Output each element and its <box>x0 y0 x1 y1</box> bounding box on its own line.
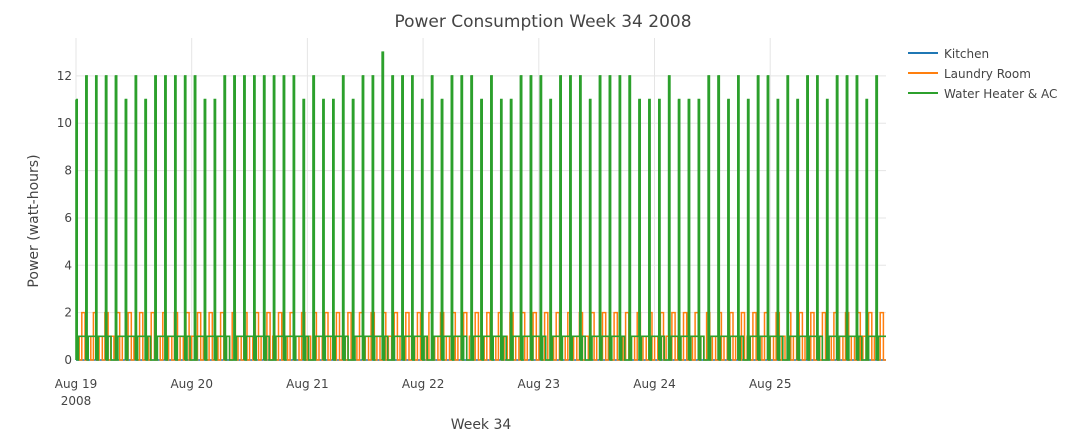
legend-label-laundry-room[interactable]: Laundry Room <box>944 67 1031 81</box>
x-tick-label: Aug 21 <box>286 377 329 391</box>
x-tick-sublabel: 2008 <box>61 394 92 408</box>
y-tick-label: 6 <box>64 211 72 225</box>
x-tick-label: Aug 22 <box>402 377 445 391</box>
x-tick-label: Aug 24 <box>633 377 676 391</box>
y-axis-ticks: 0 2 4 6 8 10 12 <box>57 69 72 367</box>
legend-label-kitchen[interactable]: Kitchen <box>944 47 989 61</box>
y-axis-title: Power (watt-hours) <box>26 154 42 287</box>
y-tick-label: 10 <box>57 116 72 130</box>
x-tick-label: Aug 19 <box>55 377 98 391</box>
legend: Kitchen Laundry Room Water Heater & AC <box>908 47 1057 101</box>
chart-title: Power Consumption Week 34 2008 <box>394 12 691 32</box>
y-tick-label: 4 <box>64 258 72 272</box>
plot-area <box>75 51 886 361</box>
legend-label-water-heater-ac[interactable]: Water Heater & AC <box>944 87 1057 101</box>
y-tick-label: 12 <box>57 69 72 83</box>
x-tick-label: Aug 25 <box>749 377 792 391</box>
y-tick-label: 0 <box>64 353 72 367</box>
x-axis-ticks: Aug 19 2008 Aug 20 Aug 21 Aug 22 Aug 23 Aug 24… <box>55 377 792 408</box>
x-axis-title: Week 34 <box>451 417 512 433</box>
x-tick-label: Aug 20 <box>170 377 213 391</box>
x-tick-label: Aug 23 <box>518 377 561 391</box>
y-tick-label: 8 <box>64 164 72 178</box>
y-tick-label: 2 <box>64 306 72 320</box>
